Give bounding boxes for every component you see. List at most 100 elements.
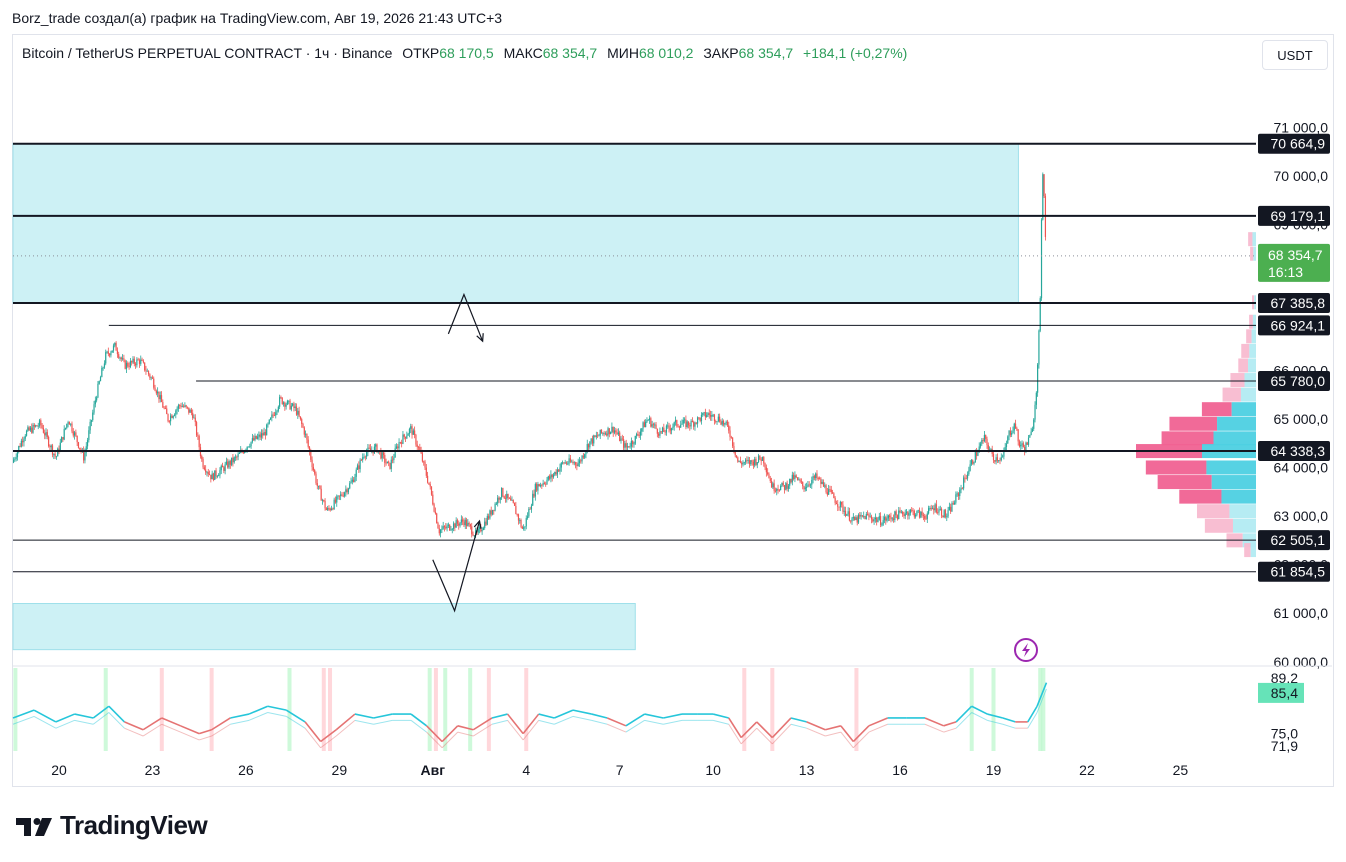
candle-body-335 [447,524,449,526]
candle-body-6 [20,440,22,447]
candle-body-678 [892,518,895,520]
candle-body-39 [63,428,65,440]
level-price-badge-0 [1258,133,1330,154]
candle-body-631 [831,492,834,494]
candle-body-61 [92,412,94,421]
oscillator-signal-segment-54 [943,727,957,733]
candle-body-742 [976,452,978,456]
candle-body-654 [861,515,864,517]
candle-body-601 [793,474,795,480]
open-value: 68 170,5 [439,45,494,61]
candle-body-462 [612,426,614,433]
candle-body-126 [176,408,178,411]
oscillator-segment-12 [230,713,250,719]
candle-body-465 [616,432,618,435]
candle-body-223 [302,424,304,428]
candle-body-625 [824,485,826,487]
candle-body-133 [185,405,187,407]
oscillator-signal-segment-18 [335,719,356,737]
candle-body-412 [547,476,549,480]
oscillator-signal-segment-26 [473,723,493,737]
candle-body-693 [912,510,914,512]
candle-body-253 [341,494,343,496]
candle-body-59 [89,421,91,431]
volume-profile-bar-buy-9 [1231,402,1256,417]
candle-body-535 [707,413,709,416]
candle-body-55 [84,452,86,461]
candle-body-774 [1017,429,1019,442]
candle-body-2 [15,457,17,459]
oscillator-segment-2 [55,713,75,723]
oscillator-oversold-band-2 [321,668,326,751]
candle-body-523 [691,420,693,423]
candle-body-635 [837,504,839,507]
candle-body-387 [515,505,517,515]
oscillator-signal-segment-10 [199,735,212,741]
candle-body-776 [1020,444,1022,447]
candle-body-31 [53,453,55,455]
candle-body-791 [1039,298,1041,331]
oscillator-oversold-band-0 [159,668,164,751]
tradingview-logo[interactable]: TradingView [16,810,208,841]
candle-body-647 [852,516,854,519]
candle-body-248 [334,499,337,503]
candle-body-529 [699,417,701,422]
candle-body-565 [746,459,748,461]
oscillator-signal-segment-20 [373,719,393,725]
candle-body-8 [23,438,25,443]
oscillator-segment-8 [161,717,181,727]
candle-body-40 [64,427,67,429]
candle-body-28 [49,446,51,448]
candle-body-584 [770,481,773,488]
oscillator-segment-5 [108,705,125,723]
candle-body-27 [48,436,50,447]
candle-body-296 [397,446,399,449]
price-axis-tick-label: 71 000,0 [1274,119,1329,135]
candle-body-275 [369,448,372,451]
symbol-title[interactable]: Bitcoin / TetherUS PERPETUAL CONTRACT · … [22,45,393,61]
candle-body-235 [317,485,320,487]
candle-body-448 [594,435,596,437]
candle-body-137 [190,409,192,413]
candle-body-375 [499,497,501,500]
candle-body-517 [683,419,686,421]
path-annotation-1 [432,520,481,613]
candle-body-782 [1027,437,1030,445]
candle-body-525 [694,422,696,427]
candle-body-260 [350,481,352,484]
zone-0 [12,143,1019,304]
candle-body-505 [668,425,670,429]
candle-body-555 [733,446,735,451]
candle-body-313 [419,447,421,451]
candle-body-487 [645,421,647,428]
candles-group [13,172,1047,539]
candle-body-739 [972,460,974,464]
candle-body-241 [325,508,327,510]
candle-body-733 [964,477,966,479]
candle-body-457 [606,433,608,436]
candle-body-670 [882,520,884,525]
currency-unit-button[interactable]: USDT [1262,40,1328,70]
candle-body-440 [584,454,586,458]
candle-body-336 [449,524,451,531]
candle-body-365 [486,516,488,525]
candle-body-256 [345,489,347,493]
oscillator-segment-58 [1002,717,1016,723]
candle-body-778 [1022,443,1024,447]
candle-body-299 [401,442,403,444]
candle-body-594 [783,485,786,490]
candle-body-173 [237,453,239,457]
candle-body-107 [151,377,154,379]
volume-profile-bar-buy-5 [1249,343,1256,358]
candle-body-48 [75,432,77,436]
candle-body-407 [541,484,543,486]
candle-body-135 [188,407,190,413]
candle-body-574 [757,455,760,463]
oscillator-signal-segment-56 [971,712,988,721]
level-price-badge-label-3: 66 924,1 [1271,317,1326,333]
oscillator-segment-1 [33,709,57,723]
candle-body-295 [395,446,398,449]
candle-body-392 [521,526,523,529]
candle-body-588 [776,488,778,491]
